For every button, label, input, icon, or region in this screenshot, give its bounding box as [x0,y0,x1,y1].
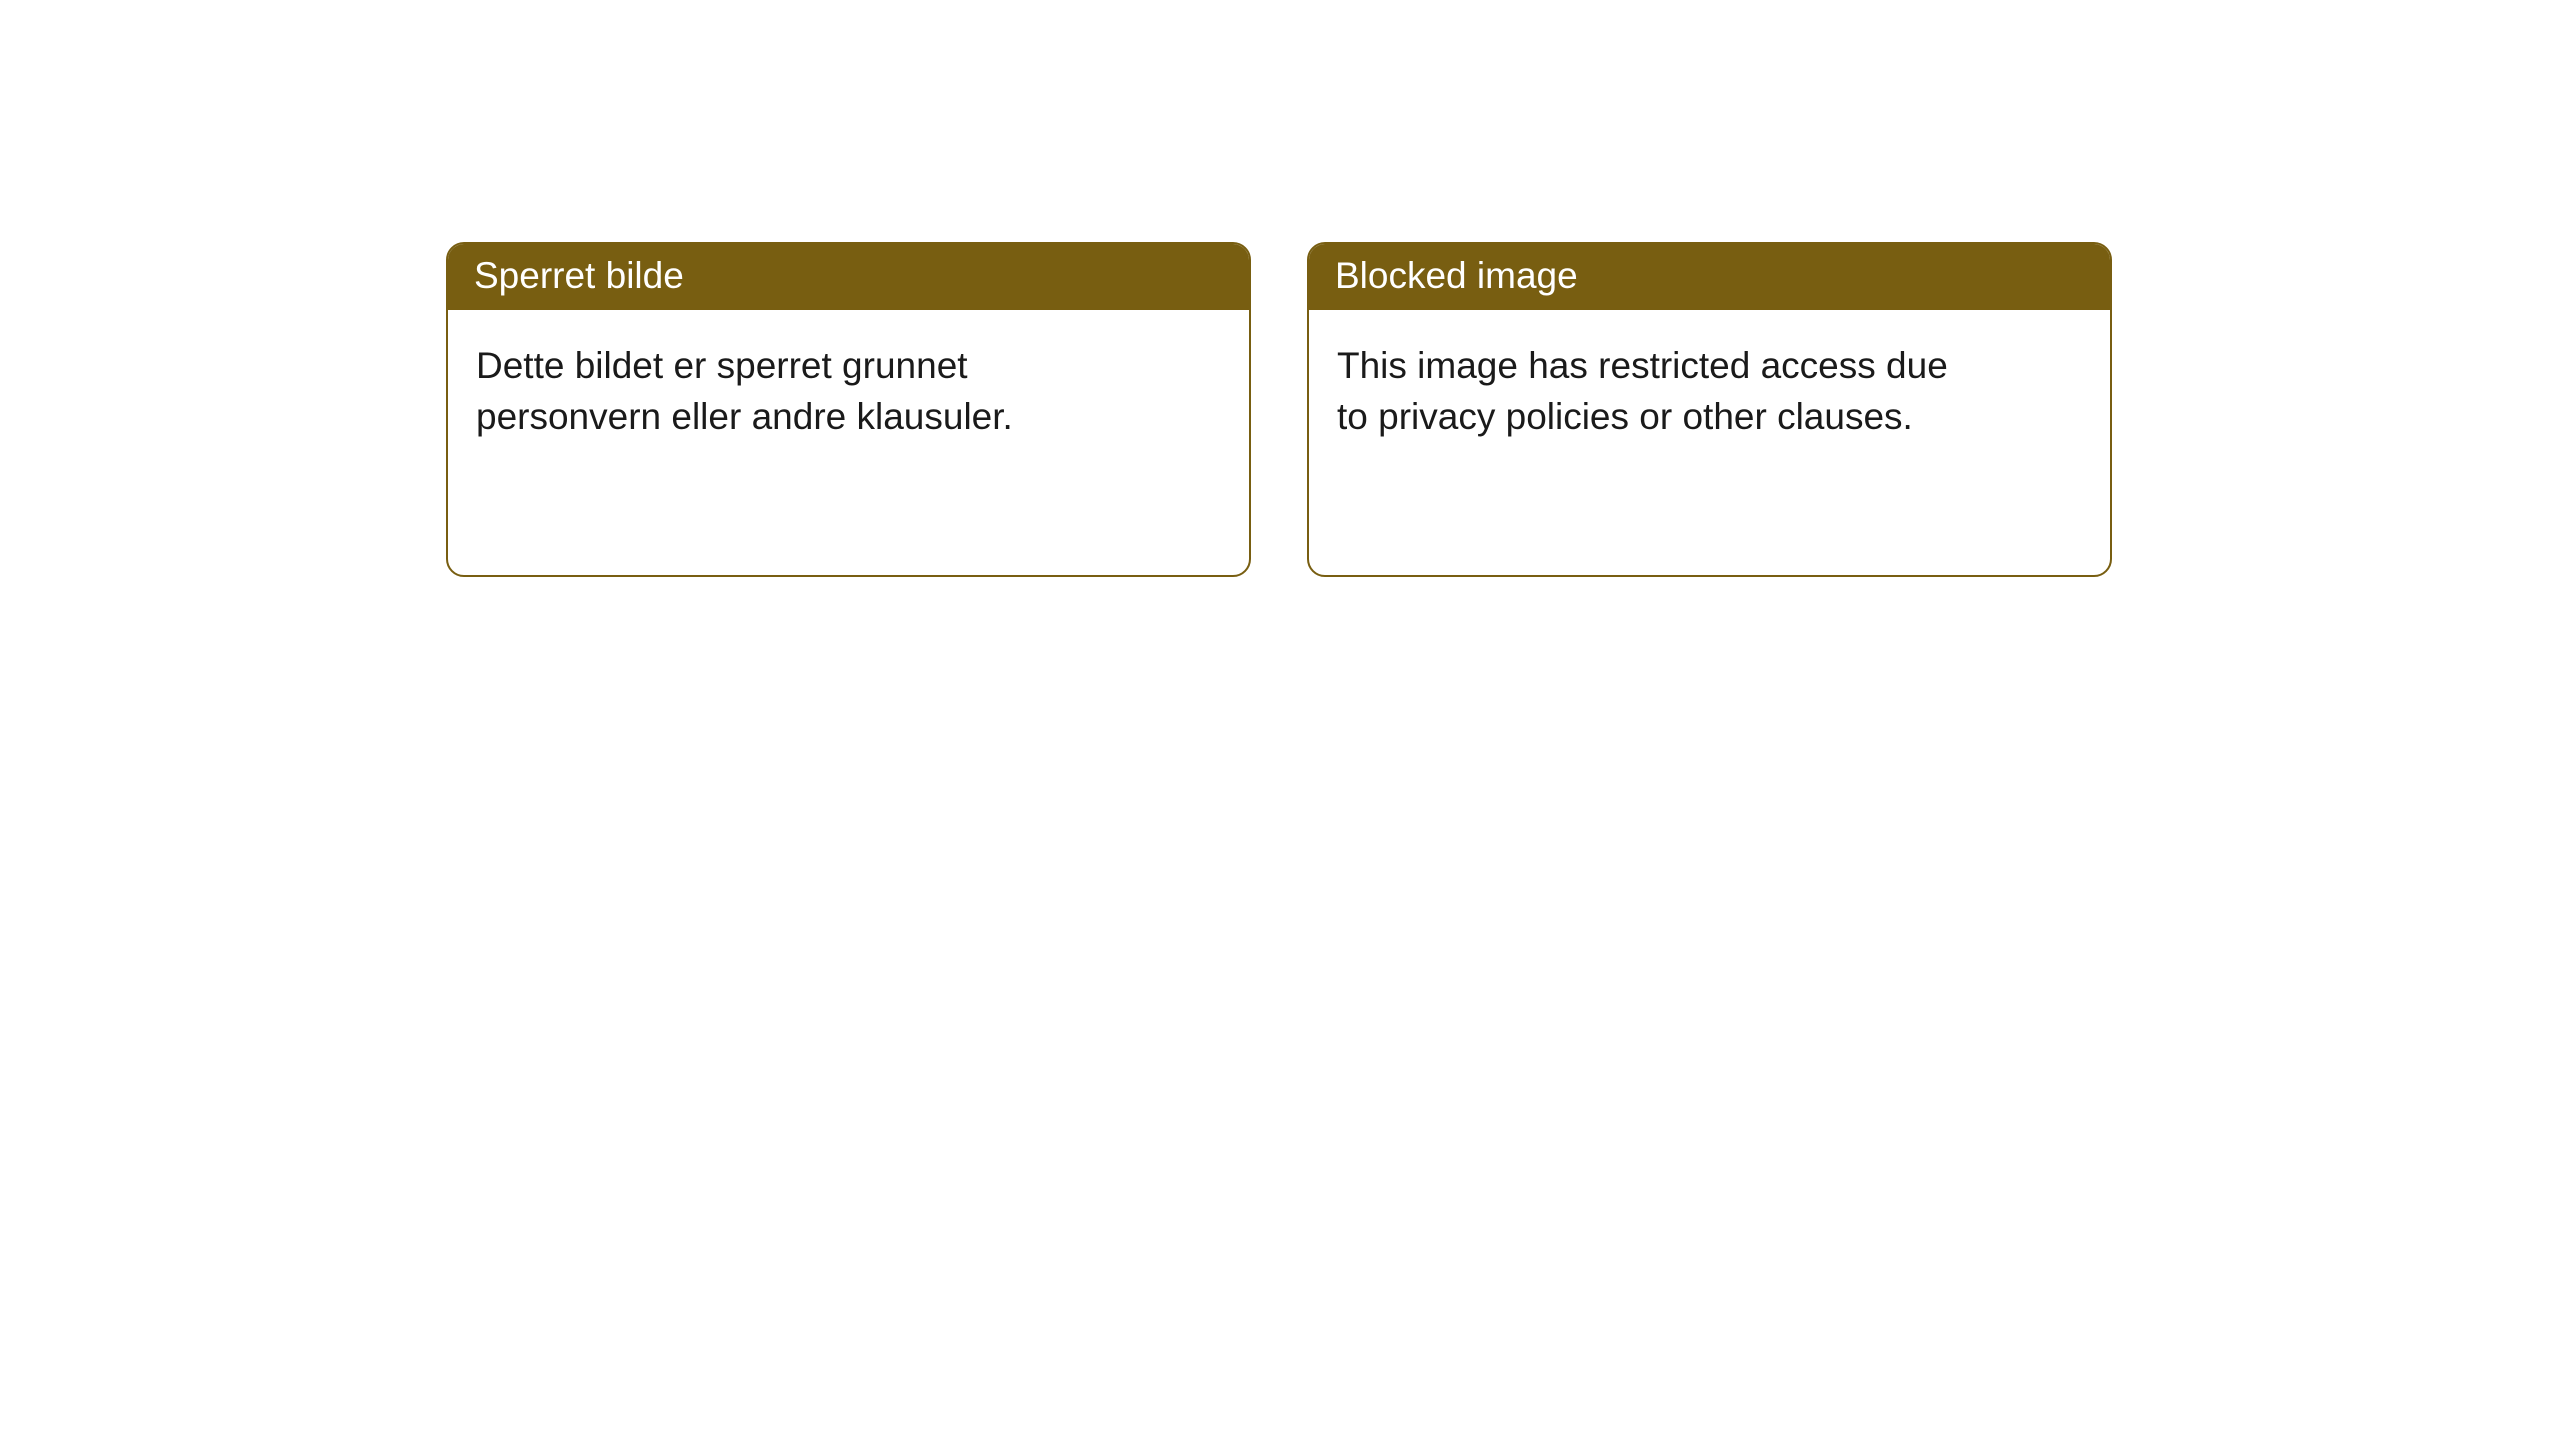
notice-cards-container: Sperret bilde Dette bildet er sperret gr… [0,0,2560,577]
notice-body: Dette bildet er sperret grunnet personve… [448,310,1148,472]
notice-card-norwegian: Sperret bilde Dette bildet er sperret gr… [446,242,1251,577]
notice-header: Sperret bilde [448,244,1249,310]
notice-header: Blocked image [1309,244,2110,310]
notice-body: This image has restricted access due to … [1309,310,2009,472]
notice-card-english: Blocked image This image has restricted … [1307,242,2112,577]
